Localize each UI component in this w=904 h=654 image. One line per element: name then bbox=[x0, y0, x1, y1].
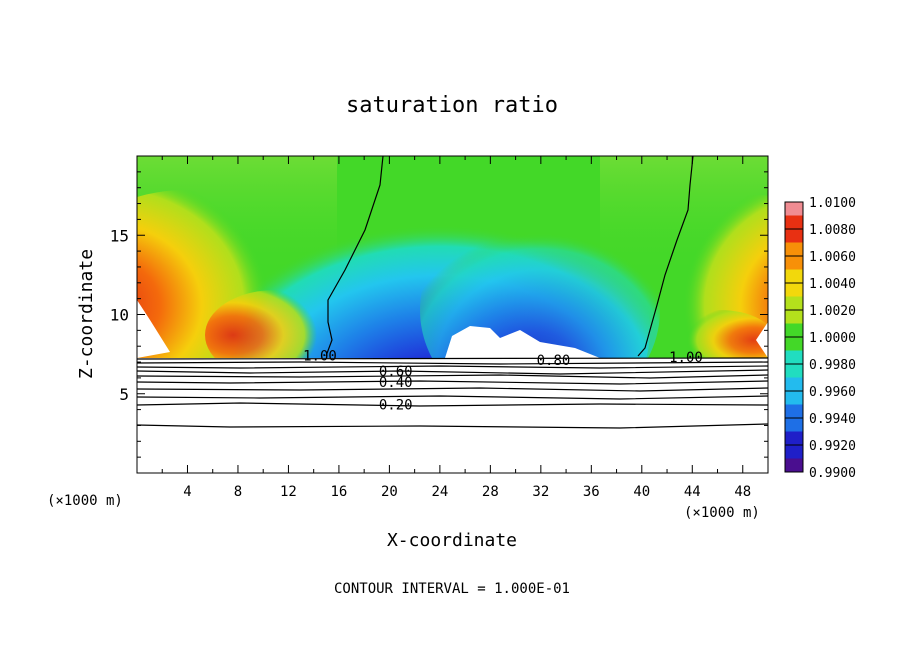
x-unit-left: (×1000 m) bbox=[47, 493, 123, 509]
colorbar-swatch bbox=[785, 377, 803, 391]
contour-label: 0.20 bbox=[379, 397, 413, 413]
colorbar-swatch bbox=[785, 391, 803, 405]
colorbar-label: 0.9980 bbox=[809, 358, 856, 373]
colorbar-label: 1.0060 bbox=[809, 250, 856, 265]
contour-line-1.00-right bbox=[637, 155, 694, 357]
colorbar-swatch bbox=[785, 310, 803, 324]
x-tick-label: 12 bbox=[280, 484, 297, 500]
x-tick-label: 24 bbox=[431, 484, 448, 500]
contour-label: 1.00 bbox=[669, 350, 703, 366]
contour-interval-note: CONTOUR INTERVAL = 1.000E-01 bbox=[334, 581, 570, 597]
contour-label: 0.40 bbox=[379, 375, 413, 391]
colorbar-swatch bbox=[785, 215, 803, 229]
colorbar-swatch bbox=[785, 323, 803, 337]
x-tick-label: 36 bbox=[583, 484, 600, 500]
colorbar-label: 0.9960 bbox=[809, 385, 856, 400]
x-tick-label: 44 bbox=[684, 484, 701, 500]
x-tick-label: 28 bbox=[482, 484, 499, 500]
colorbar-swatch bbox=[785, 269, 803, 283]
colorbar-labels: 0.9900 0.9920 0.9940 0.9960 0.9980 1.0000 1.00… bbox=[809, 196, 856, 481]
y-tick-label: 15 bbox=[110, 226, 129, 245]
x-tick-label: 8 bbox=[234, 484, 242, 500]
colorbar-label: 0.9900 bbox=[809, 466, 856, 481]
colorbar-swatch bbox=[785, 337, 803, 351]
contour-line-1.00-left bbox=[325, 155, 384, 357]
colorbar-label: 1.0000 bbox=[809, 331, 856, 346]
y-axis: 5 10 15 bbox=[110, 171, 768, 458]
colorbar-swatch bbox=[785, 404, 803, 418]
y-tick-label: 5 bbox=[119, 385, 129, 404]
colorbar-swatch bbox=[785, 296, 803, 310]
x-tick-label: 4 bbox=[183, 484, 191, 500]
contour-labels: 1.00 0.600.40 0.20 0.80 1.00 bbox=[303, 348, 703, 413]
y-tick-label: 10 bbox=[110, 306, 129, 325]
colorbar-label: 1.0040 bbox=[809, 277, 856, 292]
colorbar bbox=[784, 201, 804, 473]
x-tick-label: 32 bbox=[532, 484, 549, 500]
saturation-field bbox=[137, 156, 768, 358]
colorbar-swatch bbox=[785, 364, 803, 378]
contour-label: 0.80 bbox=[537, 353, 571, 369]
chart-title: saturation ratio bbox=[346, 93, 558, 118]
contour-lines bbox=[136, 155, 769, 429]
x-tick-label: 16 bbox=[330, 484, 347, 500]
x-tick-label: 48 bbox=[734, 484, 751, 500]
x-tick-label: 20 bbox=[381, 484, 398, 500]
colorbar-swatch bbox=[785, 283, 803, 297]
colorbar-label: 1.0080 bbox=[809, 223, 856, 238]
masked-region bbox=[137, 300, 768, 358]
colorbar-swatch bbox=[785, 350, 803, 364]
x-axis-label: X-coordinate bbox=[387, 530, 517, 551]
colorbar-label: 0.9940 bbox=[809, 412, 856, 427]
contour-label: 1.00 bbox=[303, 348, 337, 364]
colorbar-swatch bbox=[785, 458, 803, 472]
colorbar-swatch bbox=[785, 202, 803, 216]
contour-label: 0.60 bbox=[379, 364, 413, 380]
x-unit-right: (×1000 m) bbox=[684, 505, 760, 521]
x-axis: 4 8 12 16 20 24 28 32 36 40 44 48 bbox=[161, 156, 751, 500]
colorbar-swatch bbox=[785, 229, 803, 243]
colorbar-swatch bbox=[785, 242, 803, 256]
colorbar-label: 1.0100 bbox=[809, 196, 856, 211]
colorbar-swatch bbox=[785, 445, 803, 459]
colorbar-label: 0.9920 bbox=[809, 439, 856, 454]
x-tick-label: 40 bbox=[633, 484, 650, 500]
colorbar-swatch bbox=[785, 418, 803, 432]
colorbar-label: 1.0020 bbox=[809, 304, 856, 319]
y-axis-label: Z-coordinate bbox=[76, 249, 97, 379]
colorbar-swatch bbox=[785, 256, 803, 270]
colorbar-swatch bbox=[785, 431, 803, 445]
